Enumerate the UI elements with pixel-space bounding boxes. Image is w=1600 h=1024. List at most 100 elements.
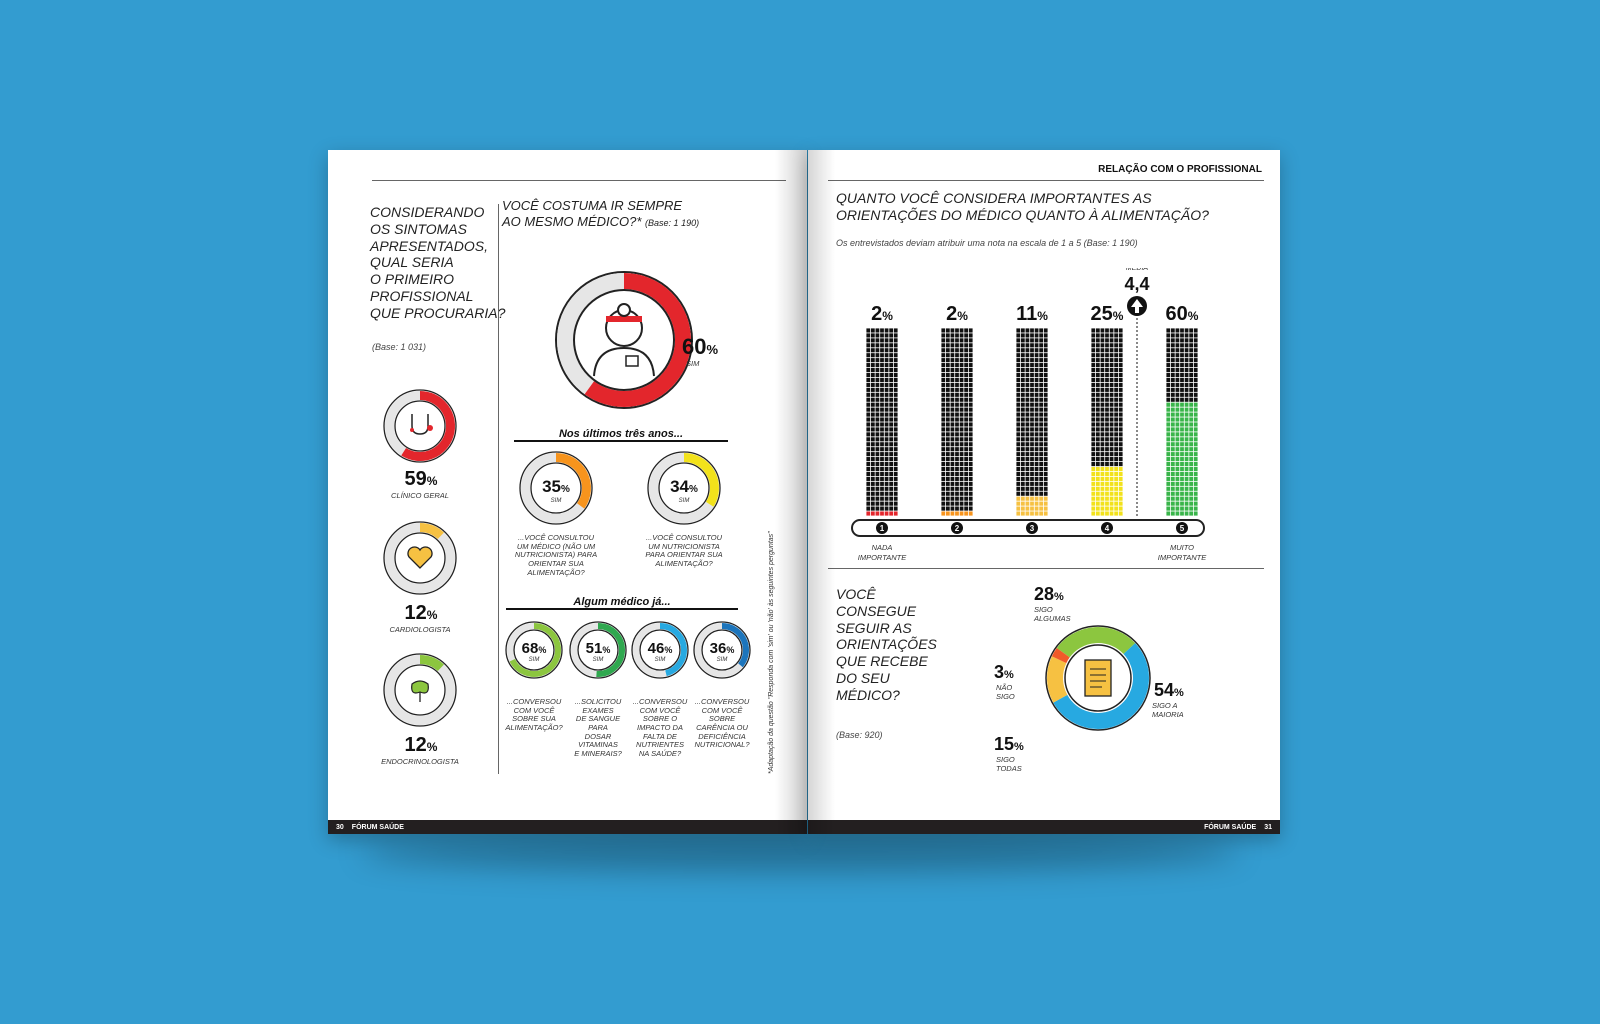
bar-cell — [889, 511, 894, 516]
q1-line: O PRIMEIRO — [370, 271, 455, 288]
right-page: RELAÇÃO COM O PROFISSIONAL QUANTO VOCÊ C… — [808, 150, 1280, 834]
bar-cell — [1039, 432, 1044, 437]
bar-cell — [884, 363, 889, 368]
bar-cell — [1184, 328, 1189, 333]
bar-value-label: 2% — [946, 303, 968, 325]
bar-cell — [1175, 476, 1180, 481]
value-number: 60 — [682, 334, 707, 359]
bar-cell — [1034, 328, 1039, 333]
ring-fill — [721, 623, 749, 668]
bar-cell — [884, 343, 889, 348]
bar-cell — [1091, 496, 1096, 501]
bar-cell — [1034, 417, 1039, 422]
bar-cell — [1180, 437, 1184, 442]
bar-cell — [889, 491, 894, 496]
bar-cell — [945, 367, 950, 373]
label-line: SIGO — [996, 755, 1015, 764]
bar-cell — [964, 486, 969, 491]
bar-cell — [1095, 511, 1100, 516]
bar-cell — [1091, 363, 1096, 368]
bar-cell — [880, 392, 884, 397]
caption-line: DE SANGUE — [575, 714, 621, 724]
bar-cell — [870, 437, 875, 442]
q4-base: (Base: 920) — [836, 730, 883, 740]
bar-cell — [1114, 511, 1119, 516]
bar-cell — [1043, 447, 1048, 452]
ring-value: 68% — [522, 640, 547, 657]
bar-cell — [1034, 353, 1039, 358]
bar-cell — [1025, 382, 1030, 387]
bar-cell — [959, 333, 964, 338]
bar-cell — [1170, 486, 1175, 491]
bar-cell — [880, 333, 884, 338]
bar-cell — [968, 387, 973, 392]
bar-cell — [1170, 363, 1175, 368]
bar-cell — [1175, 407, 1180, 412]
ring-unit: % — [689, 484, 698, 495]
caption-line: DOSAR — [584, 731, 612, 741]
bar-cell — [870, 348, 875, 353]
bar-cell — [955, 387, 959, 392]
bar-cell — [884, 491, 889, 496]
bar-cell — [866, 387, 871, 392]
bar-cell — [866, 422, 871, 427]
bar-cell — [959, 491, 964, 496]
bar-cell — [866, 338, 871, 343]
bar-cell — [880, 457, 884, 462]
bar-cell — [893, 437, 898, 442]
bar-cell — [964, 343, 969, 348]
caption-line: SOBRE — [708, 714, 736, 724]
bar-cell — [955, 506, 959, 511]
bar-cell — [880, 402, 884, 407]
bar-cell — [968, 392, 973, 397]
bar-cell — [941, 338, 946, 343]
bar-cell — [1039, 511, 1044, 516]
bar-cell — [1166, 476, 1171, 481]
bar-cell — [1030, 506, 1034, 511]
bar-cell — [1016, 397, 1021, 402]
bar-cell — [889, 333, 894, 338]
bar-cell — [1043, 437, 1048, 442]
bar-cell — [1166, 353, 1171, 358]
bar-cell — [1030, 496, 1034, 501]
bar-cell — [1193, 343, 1198, 348]
bar-cell — [884, 387, 889, 392]
bar-cell — [875, 442, 880, 447]
bar-cell — [955, 481, 959, 486]
bar-cell — [870, 417, 875, 422]
bar-cell — [870, 372, 875, 378]
bar-cell — [1095, 367, 1100, 373]
bar-cell — [1180, 496, 1184, 501]
bar-cell — [950, 427, 955, 432]
bar-cell — [866, 343, 871, 348]
bar-cell — [1189, 427, 1194, 432]
bar-cell — [1095, 412, 1100, 417]
bar-cell — [875, 437, 880, 442]
bar-cell — [1091, 358, 1096, 363]
bar-cell — [1184, 481, 1189, 486]
bar-cell — [1105, 481, 1109, 486]
bar-cell — [1114, 452, 1119, 457]
bar-cell — [964, 412, 969, 417]
bar-cell — [945, 476, 950, 481]
bar-cell — [1091, 432, 1096, 437]
bar-cell — [1091, 328, 1096, 333]
bar-cell — [968, 417, 973, 422]
bar-cell — [1166, 407, 1171, 412]
bar-cell — [1039, 353, 1044, 358]
bar-cell — [1043, 348, 1048, 353]
bar-cell — [1114, 397, 1119, 402]
bar-cell — [1175, 367, 1180, 373]
bar-cell — [941, 397, 946, 402]
bar-cell — [1180, 348, 1184, 353]
bar-cell — [880, 338, 884, 343]
bar-cell — [1043, 382, 1048, 387]
bar-cell — [1105, 447, 1109, 452]
bar-cell — [1034, 387, 1039, 392]
bar-cell — [1118, 506, 1123, 511]
bar-cell — [1030, 427, 1034, 432]
bar-cell — [959, 461, 964, 467]
scale-low-label: NADA — [872, 543, 893, 552]
bar-cell — [959, 328, 964, 333]
bar-cell — [1025, 392, 1030, 397]
